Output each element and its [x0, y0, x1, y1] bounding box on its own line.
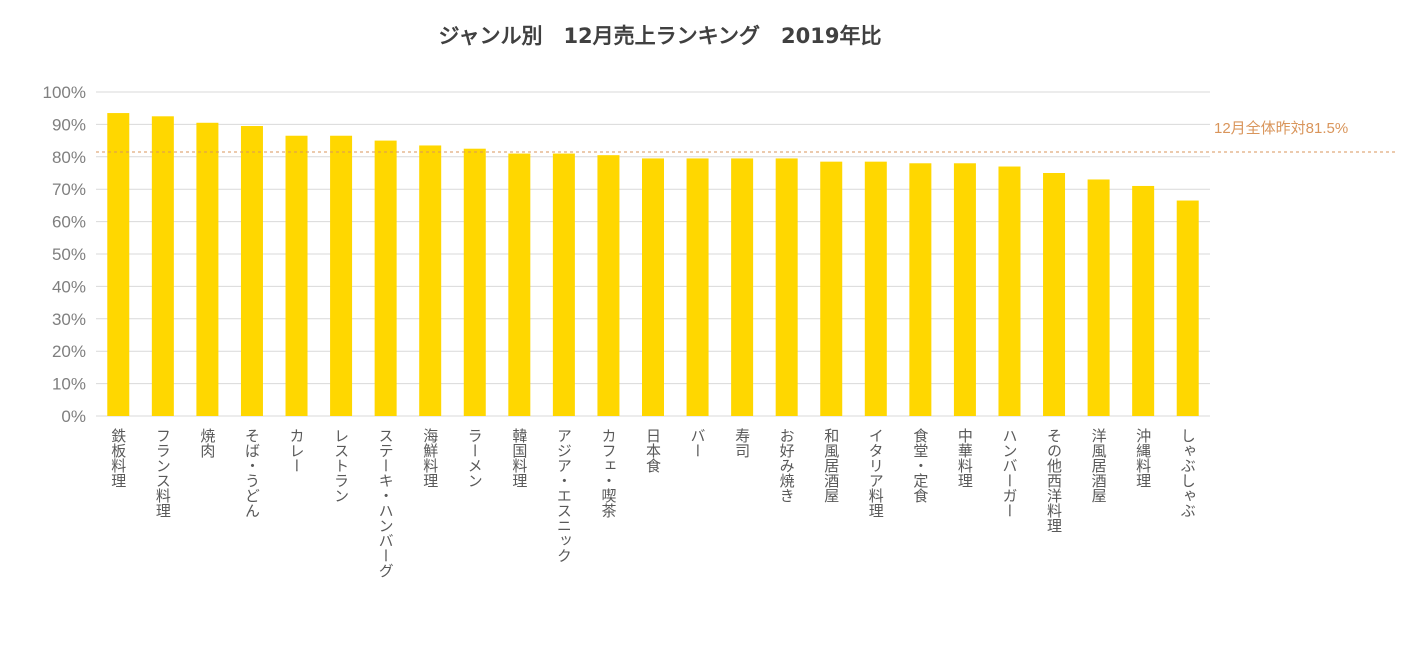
- x-tick-label: フランス料理: [154, 428, 172, 518]
- x-tick-label: 海鮮料理: [421, 428, 439, 488]
- bar: [374, 140, 397, 416]
- x-tick-label: カフェ・喫茶: [599, 428, 617, 518]
- bar: [107, 113, 130, 416]
- y-tick-label: 50%: [52, 245, 86, 264]
- bar: [731, 158, 754, 417]
- y-tick-label: 70%: [52, 180, 86, 199]
- bar: [909, 163, 932, 416]
- bar: [196, 122, 219, 416]
- x-tick-label: 韓国料理: [510, 428, 528, 488]
- y-tick-label: 90%: [52, 115, 86, 134]
- y-axis: 0% 10% 20% 30% 40% 50% 60% 70% 80% 90% 100%: [43, 83, 86, 426]
- bar: [864, 161, 887, 416]
- bar: [998, 166, 1021, 416]
- y-tick-label: 0%: [61, 407, 86, 426]
- y-tick-label: 80%: [52, 148, 86, 167]
- y-tick-label: 100%: [43, 83, 86, 102]
- x-tick-label: 寿司: [733, 428, 751, 458]
- x-tick-label: アジア・エスニック: [555, 428, 573, 563]
- x-tick-label: その他西洋料理: [1045, 428, 1063, 533]
- bar: [330, 135, 353, 417]
- x-tick-label: 焼肉: [198, 428, 216, 458]
- bar: [820, 161, 843, 416]
- bar: [151, 116, 174, 417]
- reference-line-group: 12月全体昨対81.5%: [96, 119, 1395, 153]
- bar: [775, 158, 798, 417]
- x-tick-label: 和風居酒屋: [822, 428, 840, 503]
- bar: [463, 148, 486, 416]
- x-tick-label: カレー: [288, 428, 306, 473]
- x-tick-label: 日本食: [644, 428, 662, 473]
- bar: [508, 153, 531, 416]
- y-tick-label: 20%: [52, 342, 86, 361]
- y-tick-label: 60%: [52, 213, 86, 232]
- x-tick-label: 食堂・定食: [911, 428, 929, 503]
- bar: [1043, 173, 1066, 416]
- x-tick-label: しゃぶしゃぶ: [1179, 428, 1197, 518]
- bar: [686, 158, 709, 417]
- y-tick-label: 10%: [52, 375, 86, 394]
- x-tick-label: ラーメン: [466, 428, 484, 488]
- reference-line-label: 12月全体昨対81.5%: [1214, 119, 1348, 137]
- x-tick-label: 沖縄料理: [1134, 428, 1152, 488]
- y-tick-label: 30%: [52, 310, 86, 329]
- x-tick-label: 洋風居酒屋: [1090, 428, 1108, 503]
- bar: [285, 135, 308, 417]
- x-tick-label: イタリア料理: [867, 428, 885, 518]
- bar: [1132, 185, 1155, 416]
- chart-title: ジャンル別 12月売上ランキング 2019年比: [439, 24, 882, 48]
- bar: [642, 158, 664, 417]
- x-tick-label: レストラン: [332, 428, 350, 503]
- x-tick-label: 中華料理: [956, 428, 974, 488]
- x-tick-label: そば・うどん: [243, 428, 261, 518]
- bar: [1087, 179, 1110, 416]
- bar: [552, 153, 575, 416]
- bars: [107, 113, 1199, 417]
- y-tick-label: 40%: [52, 277, 86, 296]
- x-tick-label: お好み焼き: [778, 428, 796, 503]
- bar: [953, 163, 976, 416]
- bar: [419, 145, 442, 416]
- bar: [240, 126, 263, 417]
- bar: [1176, 200, 1199, 416]
- x-tick-label: ハンバーガー: [1000, 428, 1018, 518]
- x-axis: 鉄板料理 フランス料理 焼肉 そば・うどん カレー レストラン ステーキ・ハンバーグ 海鮮料理…: [109, 428, 1196, 578]
- x-tick-label: 鉄板料理: [109, 428, 127, 488]
- bar: [597, 155, 620, 416]
- x-tick-label: バー: [689, 428, 707, 458]
- x-tick-label: ステーキ・ハンバーグ: [377, 428, 395, 578]
